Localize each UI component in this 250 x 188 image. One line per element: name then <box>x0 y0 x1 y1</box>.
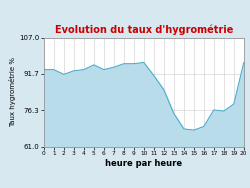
X-axis label: heure par heure: heure par heure <box>105 159 182 168</box>
Title: Evolution du taux d'hygrométrie: Evolution du taux d'hygrométrie <box>54 25 233 35</box>
Y-axis label: Taux hygrométrie %: Taux hygrométrie % <box>10 57 16 127</box>
